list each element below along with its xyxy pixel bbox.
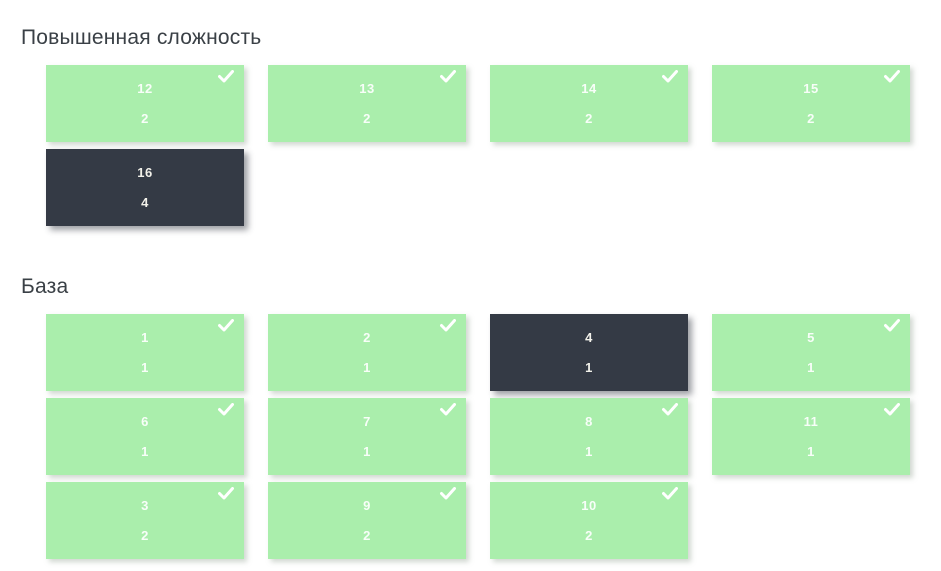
check-icon: [218, 70, 234, 83]
task-number: 5: [807, 330, 815, 346]
check-icon: [662, 403, 678, 416]
task-card[interactable]: 14 2: [490, 65, 688, 143]
task-card[interactable]: 6 1: [46, 398, 244, 476]
section-advanced-card-grid: 12 2 13 2 14 2 15 2 16: [46, 65, 914, 227]
check-icon: [440, 403, 456, 416]
task-number: 16: [137, 165, 153, 181]
check-icon: [218, 487, 234, 500]
task-count: 4: [141, 195, 149, 211]
task-number: 2: [363, 330, 371, 346]
task-card[interactable]: 3 2: [46, 482, 244, 560]
section-base-card-grid: 1 1 2 1 4 1 5 1 6 1: [46, 314, 914, 560]
task-card[interactable]: 12 2: [46, 65, 244, 143]
section-advanced: Повышенная сложность 12 2 13 2 14 2: [21, 26, 941, 227]
section-advanced-title: Повышенная сложность: [21, 26, 262, 49]
task-number: 1: [141, 330, 149, 346]
task-count: 2: [363, 111, 371, 127]
task-number: 13: [359, 81, 375, 97]
task-number: 15: [803, 81, 819, 97]
task-count: 2: [141, 528, 149, 544]
task-card[interactable]: 11 1: [712, 398, 910, 476]
task-card[interactable]: 9 2: [268, 482, 466, 560]
task-card[interactable]: 1 1: [46, 314, 244, 392]
task-number: 4: [585, 330, 593, 346]
task-count: 1: [807, 444, 815, 460]
task-card[interactable]: 2 1: [268, 314, 466, 392]
task-count: 1: [363, 360, 371, 376]
task-card[interactable]: 5 1: [712, 314, 910, 392]
check-icon: [662, 70, 678, 83]
check-icon: [884, 319, 900, 332]
check-icon: [440, 487, 456, 500]
task-card[interactable]: 15 2: [712, 65, 910, 143]
task-count: 2: [585, 528, 593, 544]
task-number: 3: [141, 498, 149, 514]
task-card[interactable]: 4 1: [490, 314, 688, 392]
task-count: 2: [807, 111, 815, 127]
task-card[interactable]: 16 4: [46, 149, 244, 227]
task-number: 6: [141, 414, 149, 430]
check-icon: [218, 319, 234, 332]
task-number: 9: [363, 498, 371, 514]
task-count: 1: [807, 360, 815, 376]
task-count: 1: [585, 360, 593, 376]
task-card[interactable]: 10 2: [490, 482, 688, 560]
check-icon: [662, 487, 678, 500]
task-card[interactable]: 8 1: [490, 398, 688, 476]
task-count: 2: [585, 111, 593, 127]
task-count: 1: [585, 444, 593, 460]
task-number: 7: [363, 414, 371, 430]
task-count: 2: [363, 528, 371, 544]
task-card[interactable]: 7 1: [268, 398, 466, 476]
section-base: База 1 1 2 1 4 1 5 1: [21, 275, 941, 560]
check-icon: [884, 70, 900, 83]
section-base-title: База: [21, 275, 69, 299]
task-card[interactable]: 13 2: [268, 65, 466, 143]
task-number: 11: [803, 414, 819, 430]
task-number: 12: [137, 81, 153, 97]
check-icon: [218, 403, 234, 416]
check-icon: [884, 403, 900, 416]
check-icon: [440, 319, 456, 332]
task-number: 10: [581, 498, 597, 514]
task-count: 1: [141, 444, 149, 460]
task-number: 8: [585, 414, 593, 430]
check-icon: [440, 70, 456, 83]
task-count: 2: [141, 111, 149, 127]
task-count: 1: [141, 360, 149, 376]
task-count: 1: [363, 444, 371, 460]
task-number: 14: [581, 81, 597, 97]
